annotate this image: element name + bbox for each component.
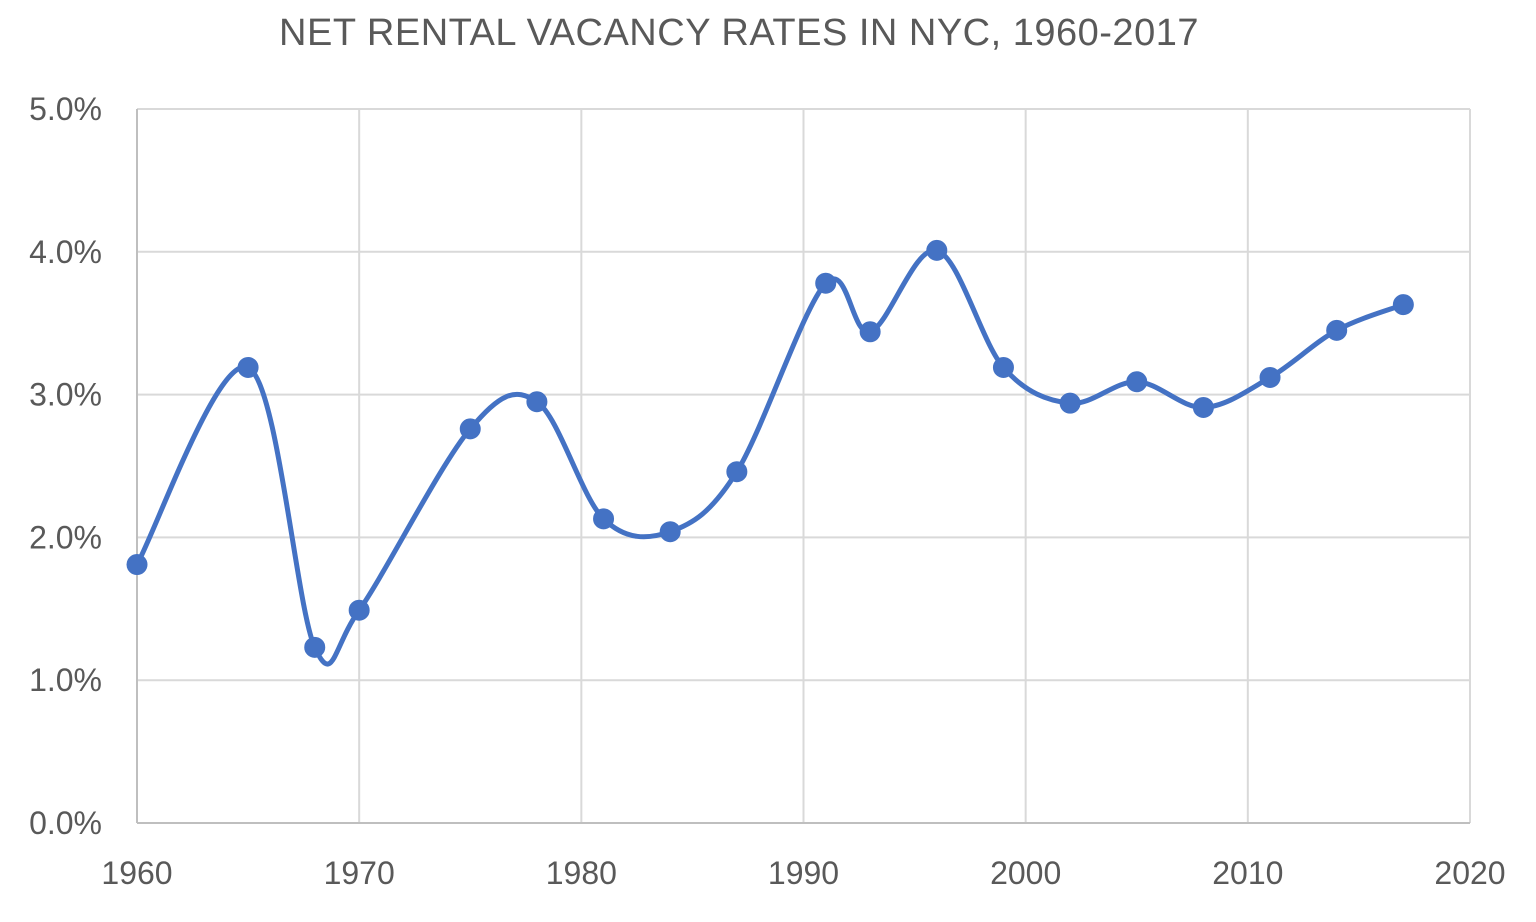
x-tick-label: 1980	[546, 855, 617, 891]
grid-layer	[136, 108, 1471, 823]
y-tick-label: 2.0%	[29, 519, 102, 555]
y-tick-label: 0.0%	[29, 805, 102, 841]
x-tick-label: 2010	[1212, 855, 1283, 891]
x-tick-label: 1960	[101, 855, 172, 891]
data-point	[726, 461, 748, 483]
y-tick-label: 1.0%	[29, 662, 102, 698]
data-point	[304, 636, 326, 658]
data-point	[1126, 371, 1148, 393]
y-tick-label: 3.0%	[29, 377, 102, 413]
y-tick-label: 5.0%	[29, 91, 102, 127]
data-point	[459, 418, 481, 440]
series-layer	[126, 239, 1414, 667]
data-point	[1059, 392, 1081, 414]
data-point	[926, 239, 948, 261]
data-point	[593, 508, 615, 530]
x-tick-label: 2000	[990, 855, 1061, 891]
x-tick-label: 1990	[768, 855, 839, 891]
data-point	[815, 272, 837, 294]
y-tick-label: 4.0%	[29, 234, 102, 270]
data-point	[859, 321, 881, 343]
data-point	[526, 391, 548, 413]
x-tick-label: 2020	[1434, 855, 1505, 891]
data-point	[1259, 366, 1281, 388]
data-point	[659, 521, 681, 543]
data-point	[126, 554, 148, 576]
series-line	[134, 247, 1406, 667]
data-point	[1326, 319, 1348, 341]
tick-label-layer: 0.0% 1.0% 2.0% 3.0% 4.0% 5.0% 1960 1970 1980 1990…	[29, 91, 1506, 891]
data-point	[237, 356, 259, 378]
data-point	[1192, 396, 1214, 418]
data-point	[992, 356, 1014, 378]
data-point	[1392, 294, 1414, 316]
chart-title: NET RENTAL VACANCY RATES IN NYC, 1960-20…	[279, 12, 1199, 54]
data-point	[348, 599, 370, 621]
axis-layer	[136, 109, 1470, 824]
x-tick-label: 1970	[324, 855, 395, 891]
